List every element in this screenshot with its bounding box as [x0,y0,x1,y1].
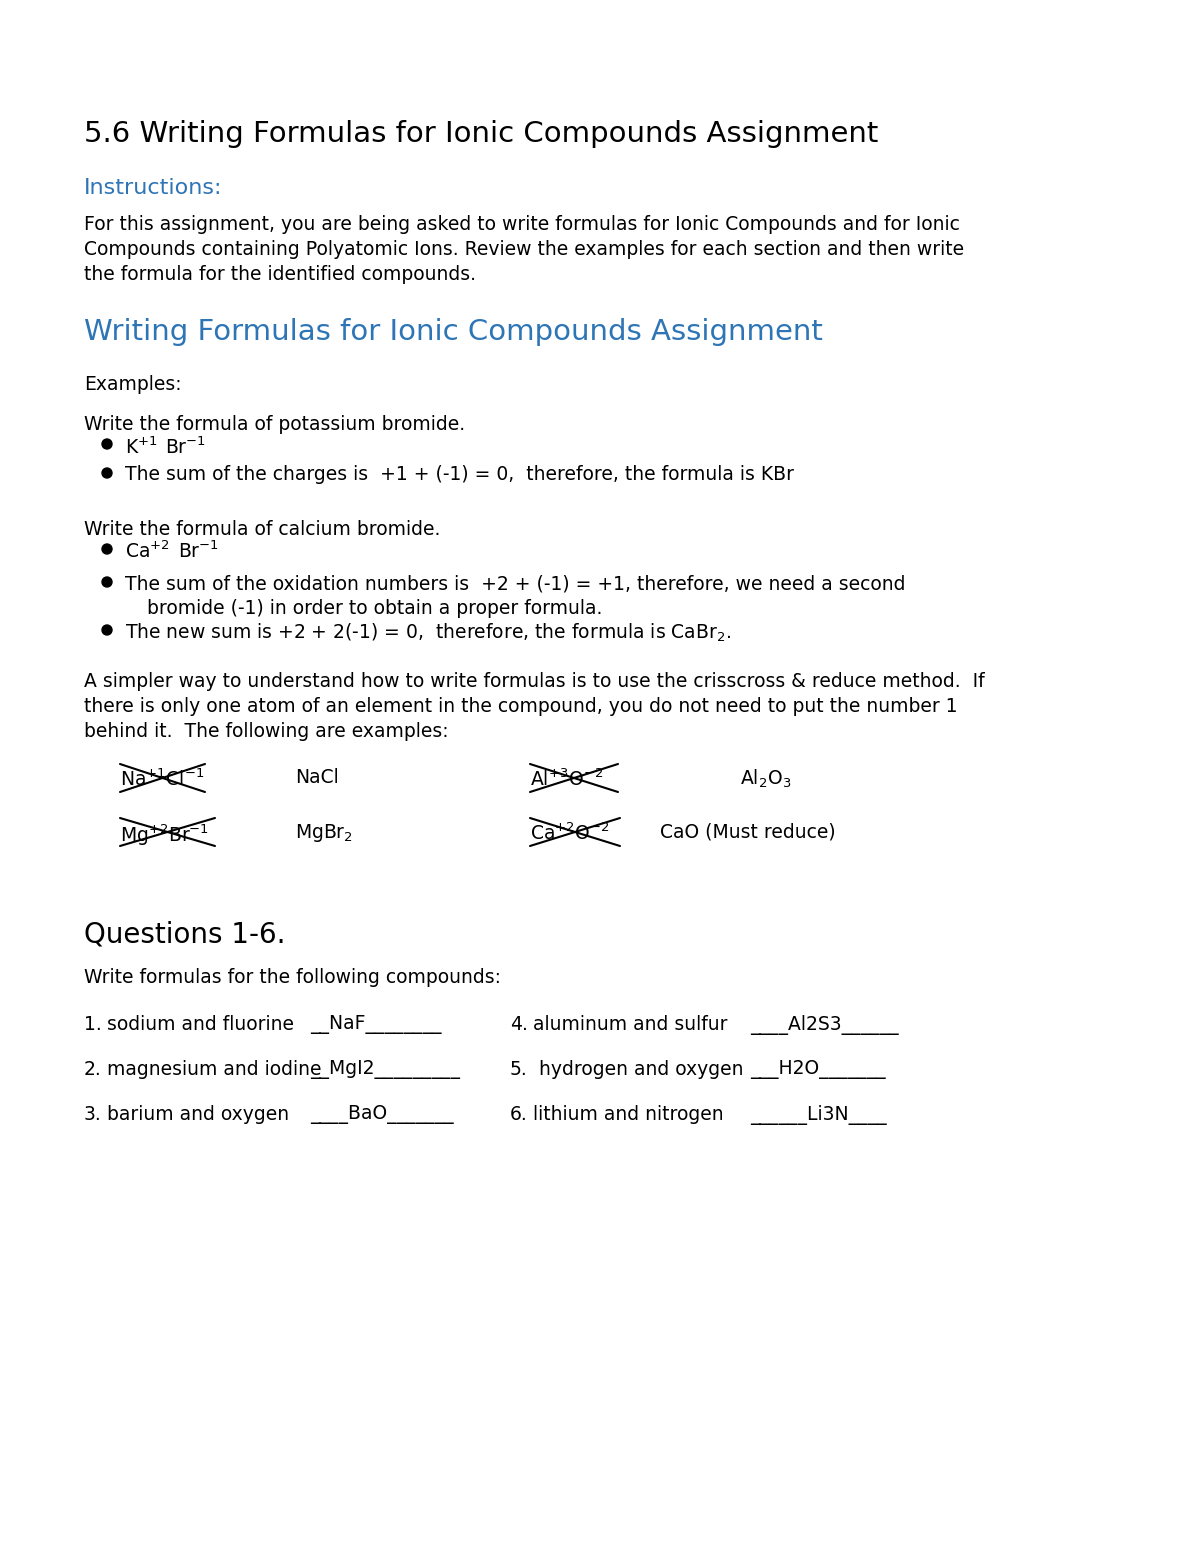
Text: Write the formula of potassium bromide.: Write the formula of potassium bromide. [84,415,466,433]
Text: Write formulas for the following compounds:: Write formulas for the following compoun… [84,968,502,988]
Circle shape [102,467,112,478]
Text: lithium and nitrogen: lithium and nitrogen [533,1106,724,1124]
Text: __MgI2_________: __MgI2_________ [310,1061,460,1079]
Text: ____BaO_______: ____BaO_______ [310,1106,454,1124]
Text: Examples:: Examples: [84,374,181,394]
Circle shape [102,578,112,587]
Text: ____Al2S3______: ____Al2S3______ [750,1016,899,1034]
Text: Compounds containing Polyatomic Ions. Review the examples for each section and t: Compounds containing Polyatomic Ions. Re… [84,241,964,259]
Text: Br$^{-1}$: Br$^{-1}$ [178,540,218,562]
Text: Ca$^{+2}$O$^{-2}$: Ca$^{+2}$O$^{-2}$ [530,822,610,843]
Text: 3.: 3. [84,1106,102,1124]
Text: The sum of the charges is  +1 + (-1) = 0,  therefore, the formula is KBr: The sum of the charges is +1 + (-1) = 0,… [125,464,794,485]
Text: Al$_2$O$_3$: Al$_2$O$_3$ [740,769,791,790]
Text: Mg$^{+2}$Br$^{-1}$: Mg$^{+2}$Br$^{-1}$ [120,822,209,848]
Text: NaCl: NaCl [295,769,338,787]
Text: there is only one atom of an element in the compound, you do not need to put the: there is only one atom of an element in … [84,697,958,716]
Text: MgBr$_2$: MgBr$_2$ [295,822,353,843]
Text: A simpler way to understand how to write formulas is to use the crisscross & red: A simpler way to understand how to write… [84,672,985,691]
Text: behind it.  The following are examples:: behind it. The following are examples: [84,722,449,741]
Text: barium and oxygen: barium and oxygen [107,1106,289,1124]
Text: aluminum and sulfur: aluminum and sulfur [533,1016,727,1034]
Text: 2.: 2. [84,1061,102,1079]
Text: sodium and fluorine: sodium and fluorine [107,1016,294,1034]
Text: ___H2O_______: ___H2O_______ [750,1061,886,1079]
Text: bromide (-1) in order to obtain a proper formula.: bromide (-1) in order to obtain a proper… [148,599,602,618]
Text: The new sum is +2 + 2(-1) = 0,  therefore, the formula is CaBr$_2$.: The new sum is +2 + 2(-1) = 0, therefore… [125,623,731,644]
Text: Writing Formulas for Ionic Compounds Assignment: Writing Formulas for Ionic Compounds Ass… [84,318,823,346]
Circle shape [102,544,112,554]
Text: Br$^{-1}$: Br$^{-1}$ [166,436,206,458]
Text: Questions 1-6.: Questions 1-6. [84,919,286,947]
Text: magnesium and iodine: magnesium and iodine [107,1061,322,1079]
Text: ______Li3N____: ______Li3N____ [750,1106,887,1124]
Text: 5.6 Writing Formulas for Ionic Compounds Assignment: 5.6 Writing Formulas for Ionic Compounds… [84,120,878,148]
Text: 6.: 6. [510,1106,528,1124]
Text: K$^{+1}$: K$^{+1}$ [125,436,157,458]
Text: Al$^{+3}$O$^{-2}$: Al$^{+3}$O$^{-2}$ [530,769,604,789]
Text: 5.: 5. [510,1061,528,1079]
Text: Instructions:: Instructions: [84,179,222,197]
Text: 1.: 1. [84,1016,102,1034]
Circle shape [102,624,112,635]
Text: Na$^{+1}$Cl$^{-1}$: Na$^{+1}$Cl$^{-1}$ [120,769,204,789]
Text: CaO (Must reduce): CaO (Must reduce) [660,822,835,842]
Text: the formula for the identified compounds.: the formula for the identified compounds… [84,266,476,284]
Text: 4.: 4. [510,1016,528,1034]
Text: For this assignment, you are being asked to write formulas for Ionic Compounds a: For this assignment, you are being asked… [84,214,960,235]
Text: Ca$^{+2}$: Ca$^{+2}$ [125,540,170,562]
Text: The sum of the oxidation numbers is  +2 + (-1) = +1, therefore, we need a second: The sum of the oxidation numbers is +2 +… [125,575,906,593]
Circle shape [102,439,112,449]
Text: hydrogen and oxygen: hydrogen and oxygen [533,1061,744,1079]
Text: Write the formula of calcium bromide.: Write the formula of calcium bromide. [84,520,440,539]
Text: __NaF________: __NaF________ [310,1016,442,1034]
